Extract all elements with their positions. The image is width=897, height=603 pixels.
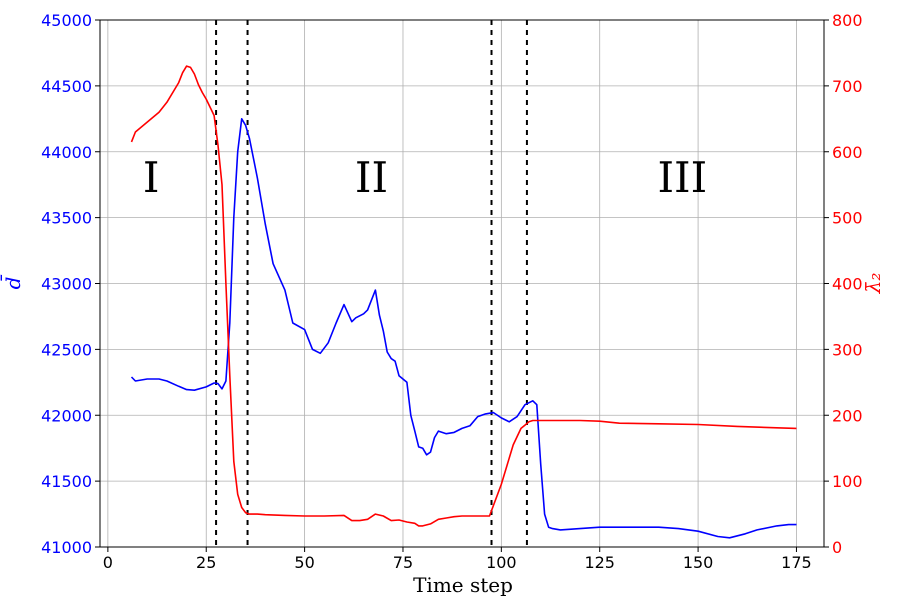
left-tick-label: 45000 bbox=[41, 11, 92, 30]
region-labels: I II III bbox=[143, 153, 707, 202]
x-tick-label: 175 bbox=[781, 553, 812, 572]
right-tick-label: 300 bbox=[832, 340, 863, 359]
left-axis-label: d̄ bbox=[0, 274, 25, 289]
left-tick-label: 43500 bbox=[41, 209, 92, 228]
right-axis-label: λ̄₂ bbox=[861, 273, 885, 295]
series-line-lambda bbox=[130, 65, 797, 527]
left-tick-label: 44000 bbox=[41, 143, 92, 162]
left-tick-label: 42500 bbox=[41, 340, 92, 359]
x-tick-label: 100 bbox=[486, 553, 517, 572]
series-lines bbox=[130, 65, 797, 539]
left-tick-label: 41000 bbox=[41, 538, 92, 557]
right-tick-label: 0 bbox=[832, 538, 842, 557]
x-tick-label: 0 bbox=[103, 553, 113, 572]
x-tick-label: 75 bbox=[393, 553, 413, 572]
x-tick-label: 150 bbox=[683, 553, 714, 572]
ticks: 0 25 50 75 100 125 150 175 41000 41500 42000 42500 4… bbox=[41, 11, 862, 572]
series-line-d bbox=[130, 118, 797, 539]
left-tick-label: 42000 bbox=[41, 406, 92, 425]
right-tick-label: 700 bbox=[832, 77, 863, 96]
left-tick-label: 43000 bbox=[41, 275, 92, 294]
x-tick-label: 25 bbox=[196, 553, 216, 572]
region-boundaries bbox=[215, 20, 528, 547]
region-label: I bbox=[143, 153, 160, 202]
x-axis-label: Time step bbox=[413, 573, 513, 597]
left-tick-label: 41500 bbox=[41, 472, 92, 491]
right-tick-label: 200 bbox=[832, 406, 863, 425]
left-tick-label: 44500 bbox=[41, 77, 92, 96]
right-tick-label: 800 bbox=[832, 11, 863, 30]
right-tick-label: 400 bbox=[832, 275, 863, 294]
right-tick-label: 600 bbox=[832, 143, 863, 162]
x-tick-label: 50 bbox=[294, 553, 314, 572]
right-tick-label: 500 bbox=[832, 209, 863, 228]
right-tick-label: 100 bbox=[832, 472, 863, 491]
region-label: II bbox=[355, 153, 388, 202]
x-tick-label: 125 bbox=[584, 553, 615, 572]
grid bbox=[100, 19, 824, 548]
region-label: III bbox=[657, 153, 707, 202]
